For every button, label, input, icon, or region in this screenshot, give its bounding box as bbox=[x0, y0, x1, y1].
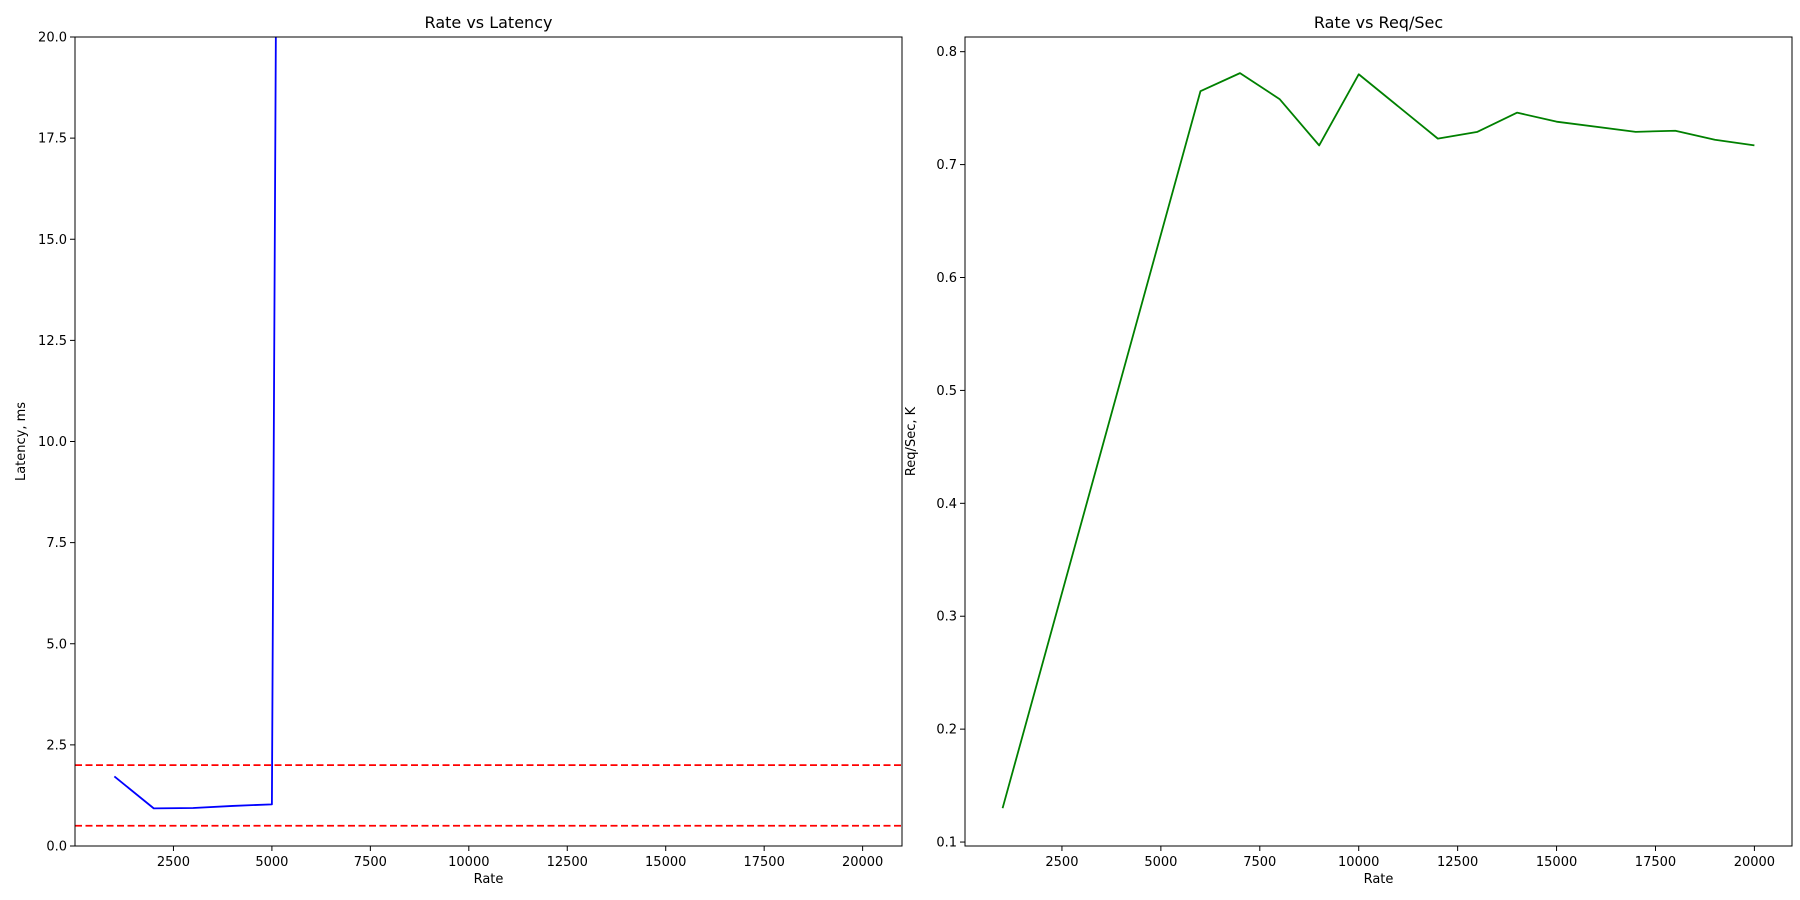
y-tick-label: 0.3 bbox=[936, 610, 957, 625]
x-tick-label: 15000 bbox=[645, 855, 686, 870]
y-tick-label: 17.5 bbox=[38, 132, 67, 147]
axes-frame bbox=[74, 36, 903, 847]
latency-chart: 2500 5000 7500 10000 12500 15000 17500 20000 0.0… bbox=[14, 13, 903, 887]
series-line-0 bbox=[1001, 72, 1755, 809]
x-tick-label: 15000 bbox=[1536, 855, 1577, 870]
x-tick-label: 5000 bbox=[1144, 855, 1177, 870]
x-tick-label: 7500 bbox=[1243, 855, 1276, 870]
chart-title: Rate vs Req/Sec bbox=[1314, 13, 1443, 32]
y-tick-label: 0.5 bbox=[936, 384, 957, 399]
series-line-0 bbox=[113, 37, 277, 810]
y-tick-label: 0.7 bbox=[936, 158, 957, 173]
x-tick-label: 2500 bbox=[157, 855, 190, 870]
x-tick-label: 2500 bbox=[1045, 855, 1078, 870]
x-tick-label: 5000 bbox=[255, 855, 288, 870]
x-tick-label: 20000 bbox=[842, 855, 883, 870]
y-tick-label: 12.5 bbox=[38, 334, 67, 349]
x-axis-label: Rate bbox=[1364, 872, 1394, 887]
y-tick-label: 2.5 bbox=[46, 738, 67, 753]
x-tick-label: 10000 bbox=[448, 855, 489, 870]
reqsec-chart: 2500 5000 7500 10000 12500 15000 17500 20000 0.1… bbox=[904, 13, 1793, 887]
chart-title: Rate vs Latency bbox=[425, 13, 553, 32]
y-tick-label: 20.0 bbox=[38, 31, 67, 46]
x-tick-label: 7500 bbox=[354, 855, 387, 870]
y-tick-label: 0.6 bbox=[936, 271, 957, 286]
x-tick-label: 12500 bbox=[547, 855, 588, 870]
y-tick-label: 0.2 bbox=[936, 723, 957, 738]
y-tick-label: 10.0 bbox=[38, 435, 67, 450]
x-tick-label: 10000 bbox=[1338, 855, 1379, 870]
x-tick-label: 12500 bbox=[1437, 855, 1478, 870]
x-tick-label: 20000 bbox=[1734, 855, 1775, 870]
y-tick-label: 0.1 bbox=[936, 836, 957, 851]
x-tick-label: 17500 bbox=[1635, 855, 1676, 870]
x-axis-label: Rate bbox=[474, 872, 504, 887]
y-axis-label: Req/Sec, K bbox=[904, 406, 919, 476]
y-tick-label: 5.0 bbox=[46, 637, 67, 652]
y-tick-label: 0.4 bbox=[936, 497, 957, 512]
y-tick-label: 0.0 bbox=[46, 840, 67, 855]
axes-frame bbox=[964, 36, 1793, 847]
y-axis-label: Latency, ms bbox=[14, 402, 29, 481]
y-tick-label: 7.5 bbox=[46, 536, 67, 551]
x-tick-label: 17500 bbox=[743, 855, 784, 870]
y-tick-label: 0.8 bbox=[936, 45, 957, 60]
y-tick-label: 15.0 bbox=[38, 233, 67, 248]
